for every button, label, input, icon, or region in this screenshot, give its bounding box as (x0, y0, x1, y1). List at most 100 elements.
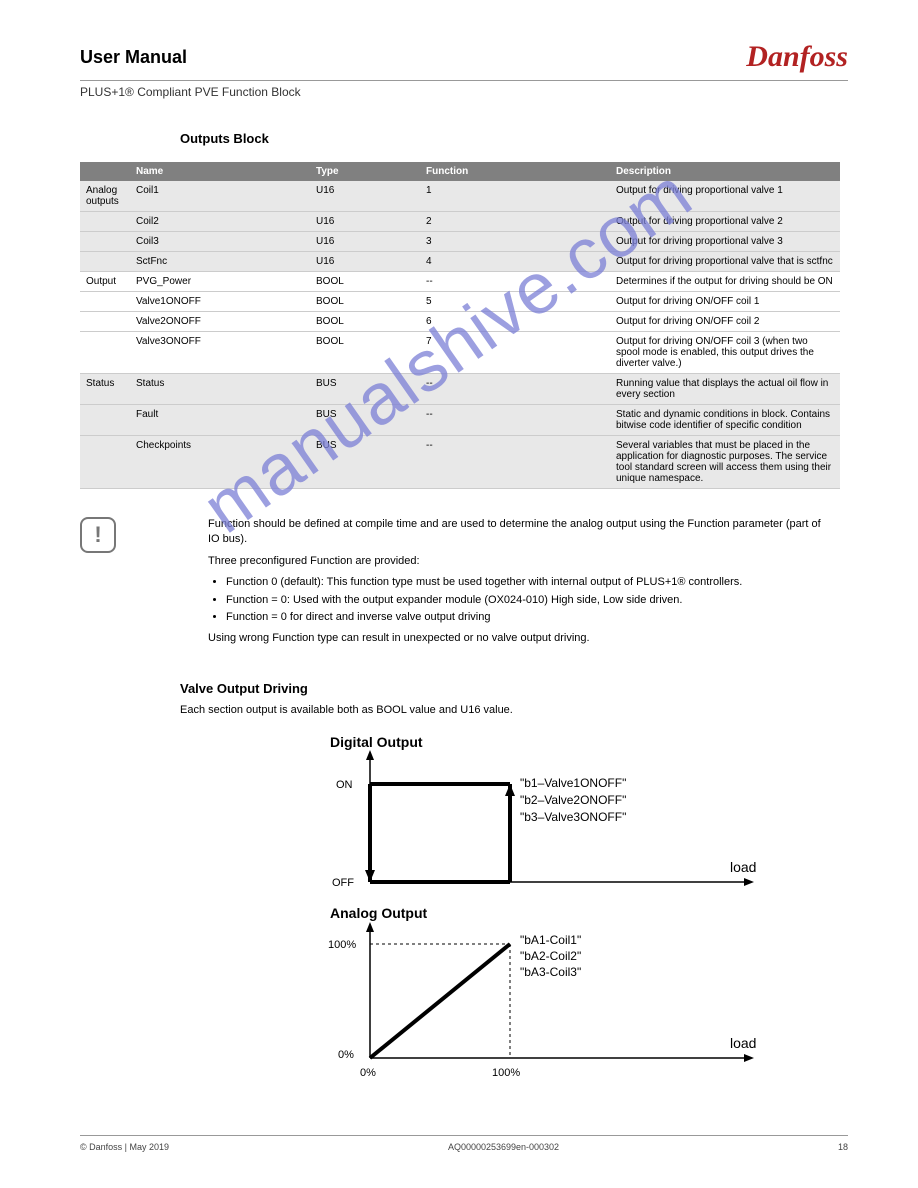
section-title-outputs: Outputs Block (180, 131, 848, 146)
table-cell: 4 (420, 252, 610, 272)
table-header-row: NameTypeFunctionDescription (80, 162, 840, 181)
caution-icon: ! (80, 517, 116, 553)
table-cell: 3 (420, 232, 610, 252)
table-row: Valve3ONOFFBOOL7Output for driving ON/OF… (80, 332, 840, 374)
table-cell (80, 436, 130, 489)
analog-ann-1: "bA1-Coil1" (520, 933, 581, 947)
table-cell: -- (420, 405, 610, 436)
table-cell: BOOL (310, 312, 420, 332)
caution-p2: Three preconfigured Function are provide… (208, 554, 828, 569)
table-cell: Valve1ONOFF (130, 292, 310, 312)
table-cell: Coil1 (130, 181, 310, 212)
doc-subtitle: PLUS+1® Compliant PVE Function Block (80, 85, 848, 99)
table-cell (80, 292, 130, 312)
caution-p1: Function should be defined at compile ti… (208, 517, 828, 548)
table-cell: Valve2ONOFF (130, 312, 310, 332)
table-cell: PVG_Power (130, 272, 310, 292)
table-row: Valve1ONOFFBOOL5Output for driving ON/OF… (80, 292, 840, 312)
page-footer: © Danfoss | May 2019 AQ00000253699en-000… (80, 1135, 848, 1152)
table-cell (80, 332, 130, 374)
table-cell: BUS (310, 374, 420, 405)
analog-ann-2: "bA2-Coil2" (520, 949, 581, 963)
valve-section-title: Valve Output Driving (180, 681, 848, 696)
analog-title: Analog Output (330, 905, 428, 921)
digital-ann-1: "b1–Valve1ONOFF" (520, 776, 626, 790)
table-row: Valve2ONOFFBOOL6Output for driving ON/OF… (80, 312, 840, 332)
table-cell (80, 212, 130, 232)
table-cell: BUS (310, 405, 420, 436)
table-row: StatusStatusBUS--Running value that disp… (80, 374, 840, 405)
table-cell: Coil2 (130, 212, 310, 232)
table-cell: Output for driving proportional valve 1 (610, 181, 840, 212)
table-cell: 2 (420, 212, 610, 232)
output-charts-svg: Digital Output ON OFF "b1–Valve1 (270, 732, 790, 1112)
analog-y0: 0% (338, 1049, 354, 1061)
analog-x100: 100% (492, 1067, 520, 1079)
footer-center: AQ00000253699en-000302 (448, 1142, 559, 1152)
table-cell: Output for driving proportional valve 3 (610, 232, 840, 252)
caution-bullet: Function = 0 for direct and inverse valv… (226, 610, 828, 625)
digital-ann-3: "b3–Valve3ONOFF" (520, 810, 626, 824)
caution-bullet: Function = 0: Used with the output expan… (226, 593, 828, 608)
table-cell: -- (420, 272, 610, 292)
table-cell: Valve3ONOFF (130, 332, 310, 374)
table-row: Coil3U163Output for driving proportional… (80, 232, 840, 252)
table-row: Coil2U162Output for driving proportional… (80, 212, 840, 232)
table-cell: 6 (420, 312, 610, 332)
table-cell (80, 232, 130, 252)
table-cell: Status (130, 374, 310, 405)
page-header: User Manual Danfoss (80, 40, 848, 81)
table-header-cell (80, 162, 130, 181)
table-header-cell: Name (130, 162, 310, 181)
table-cell: Output for driving ON/OFF coil 1 (610, 292, 840, 312)
table-cell: 1 (420, 181, 610, 212)
caution-bullets: Function 0 (default): This function type… (226, 575, 828, 625)
caution-block: ! Function should be defined at compile … (80, 517, 848, 653)
table-cell: -- (420, 374, 610, 405)
table-cell: U16 (310, 212, 420, 232)
caution-glyph: ! (94, 522, 101, 548)
table-cell: Fault (130, 405, 310, 436)
footer-right: 18 (838, 1142, 848, 1152)
table-row: Analog outputsCoil1U161Output for drivin… (80, 181, 840, 212)
table-header-cell: Description (610, 162, 840, 181)
table-cell: Several variables that must be placed in… (610, 436, 840, 489)
table-cell: Coil3 (130, 232, 310, 252)
table-row: FaultBUS--Static and dynamic conditions … (80, 405, 840, 436)
table-cell: Checkpoints (130, 436, 310, 489)
table-cell: -- (420, 436, 610, 489)
table-cell: BOOL (310, 292, 420, 312)
digital-xlabel: load (730, 859, 756, 875)
charts: Digital Output ON OFF "b1–Valve1 (270, 732, 790, 1112)
table-cell: Determines if the output for driving sho… (610, 272, 840, 292)
table-header-cell: Type (310, 162, 420, 181)
table-cell: 7 (420, 332, 610, 374)
table-cell: U16 (310, 252, 420, 272)
caution-p3: Using wrong Function type can result in … (208, 631, 828, 646)
brand-logo: Danfoss (746, 40, 848, 74)
digital-on-label: ON (336, 779, 353, 791)
caution-bullet: Function 0 (default): This function type… (226, 575, 828, 590)
footer-left: © Danfoss | May 2019 (80, 1142, 169, 1152)
valve-section-p: Each section output is available both as… (180, 704, 848, 716)
table-cell: Analog outputs (80, 181, 130, 212)
table-row: OutputPVG_PowerBOOL--Determines if the o… (80, 272, 840, 292)
table-cell (80, 405, 130, 436)
caution-text: Function should be defined at compile ti… (208, 517, 828, 653)
table-cell: Output for driving proportional valve th… (610, 252, 840, 272)
table-cell: Static and dynamic conditions in block. … (610, 405, 840, 436)
digital-title: Digital Output (330, 734, 423, 750)
analog-ann-3: "bA3-Coil3" (520, 965, 581, 979)
outputs-table: NameTypeFunctionDescription Analog outpu… (80, 162, 840, 489)
table-cell: SctFnc (130, 252, 310, 272)
analog-y100: 100% (328, 939, 356, 951)
table-cell: 5 (420, 292, 610, 312)
table-cell (80, 312, 130, 332)
table-cell: Output for driving ON/OFF coil 3 (when t… (610, 332, 840, 374)
table-row: SctFncU164Output for driving proportiona… (80, 252, 840, 272)
digital-off-label: OFF (332, 877, 354, 889)
table-cell: U16 (310, 232, 420, 252)
table-cell: BOOL (310, 332, 420, 374)
table-cell: Output for driving proportional valve 2 (610, 212, 840, 232)
table-cell: BUS (310, 436, 420, 489)
